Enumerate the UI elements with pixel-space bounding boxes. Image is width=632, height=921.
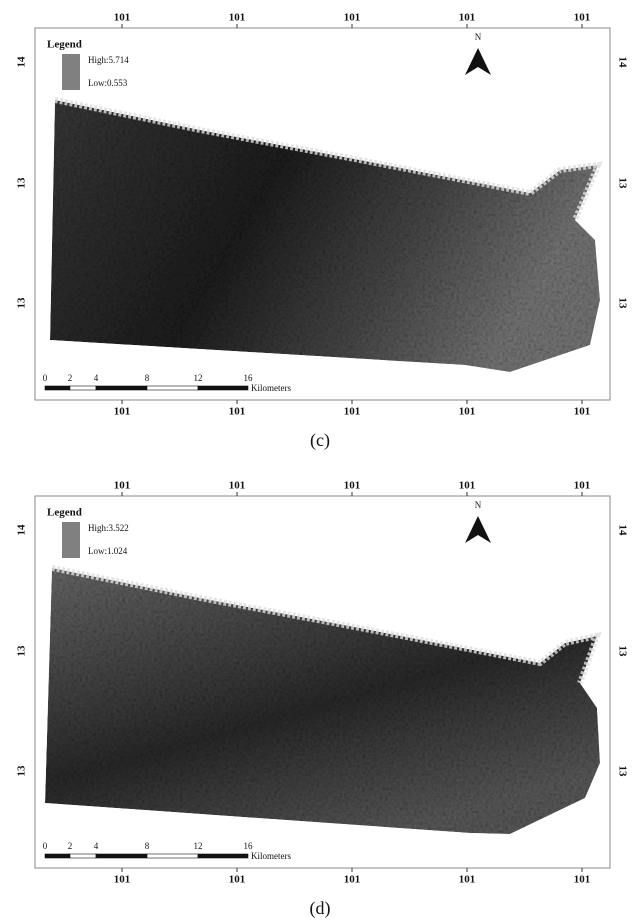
left-tick-label: 13 xyxy=(16,645,28,657)
bottom-tick-label: 101 xyxy=(574,406,591,418)
legend-low: Low:1.024 xyxy=(88,546,128,556)
scale-unit: Kilometers xyxy=(251,851,291,861)
top-tick-label: 101 xyxy=(574,480,591,492)
top-tick-label: 101 xyxy=(459,480,476,492)
scale-label: 2 xyxy=(68,841,73,851)
bottom-tick-label: 101 xyxy=(344,406,361,418)
left-tick-label: 13 xyxy=(16,765,28,777)
north-label: N xyxy=(475,32,482,42)
top-tick-label: 101 xyxy=(574,12,591,24)
top-tick-label: 101 xyxy=(114,480,131,492)
scale-label: 16 xyxy=(244,841,254,851)
scale-unit: Kilometers xyxy=(251,383,291,393)
scale-label: 16 xyxy=(244,373,254,383)
top-tick-label: 101 xyxy=(344,480,361,492)
legend-swatch xyxy=(62,522,80,558)
legend-low: Low:0.553 xyxy=(88,78,128,88)
right-tick-label: 13 xyxy=(616,766,628,778)
left-tick-label: 13 xyxy=(16,177,28,189)
bottom-tick-label: 101 xyxy=(114,406,131,418)
bottom-tick-label: 101 xyxy=(229,874,246,886)
scale-segment xyxy=(45,854,70,858)
top-tick-label: 101 xyxy=(459,12,476,24)
top-tick-label: 101 xyxy=(229,12,246,24)
scale-segment xyxy=(147,854,198,858)
left-tick-label: 14 xyxy=(16,56,28,68)
north-label: N xyxy=(475,500,482,510)
right-tick-label: 14 xyxy=(616,525,628,537)
scale-segment xyxy=(96,854,147,858)
scale-label: 4 xyxy=(94,841,99,851)
top-tick-label: 101 xyxy=(344,12,361,24)
scale-segment xyxy=(96,386,147,390)
figure: 101 101 101 101 101 101 101 101 101 101 14 13 13 14 13… xyxy=(0,0,632,921)
scale-label: 8 xyxy=(145,373,150,383)
right-tick-label: 14 xyxy=(616,57,628,69)
caption: (d) xyxy=(310,898,331,919)
bottom-tick-label: 101 xyxy=(344,874,361,886)
scale-segment xyxy=(198,386,248,390)
top-tick-label: 101 xyxy=(229,480,246,492)
left-tick-label: 13 xyxy=(16,297,28,309)
legend-high: High:3.522 xyxy=(88,523,129,533)
caption: (c) xyxy=(310,430,330,451)
scale-segment xyxy=(147,386,198,390)
scale-label: 0 xyxy=(43,373,48,383)
map-panel: 101 101 101 101 101 101 101 101 101 101 14 13 13 14 13… xyxy=(16,480,629,920)
top-tick-label: 101 xyxy=(114,12,131,24)
scale-label: 12 xyxy=(194,373,203,383)
scale-label: 0 xyxy=(43,841,48,851)
legend-swatch xyxy=(62,54,80,90)
scale-segment xyxy=(70,386,96,390)
left-tick-label: 14 xyxy=(16,524,28,536)
right-tick-label: 13 xyxy=(616,298,628,310)
scale-segment xyxy=(45,386,70,390)
right-tick-label: 13 xyxy=(616,646,628,658)
scale-segment xyxy=(198,854,248,858)
scale-segment xyxy=(70,854,96,858)
map-panel: 101 101 101 101 101 101 101 101 101 101 14 13 13 14 13… xyxy=(16,12,629,452)
right-tick-label: 13 xyxy=(616,178,628,190)
scale-label: 2 xyxy=(68,373,73,383)
bottom-tick-label: 101 xyxy=(229,406,246,418)
bottom-tick-label: 101 xyxy=(459,874,476,886)
bottom-tick-label: 101 xyxy=(574,874,591,886)
legend-title: Legend xyxy=(47,39,82,51)
legend-high: High:5.714 xyxy=(88,55,129,65)
scale-label: 4 xyxy=(94,373,99,383)
bottom-tick-label: 101 xyxy=(114,874,131,886)
scale-label: 8 xyxy=(145,841,150,851)
legend-title: Legend xyxy=(47,507,82,519)
bottom-tick-label: 101 xyxy=(459,406,476,418)
scale-label: 12 xyxy=(194,841,203,851)
